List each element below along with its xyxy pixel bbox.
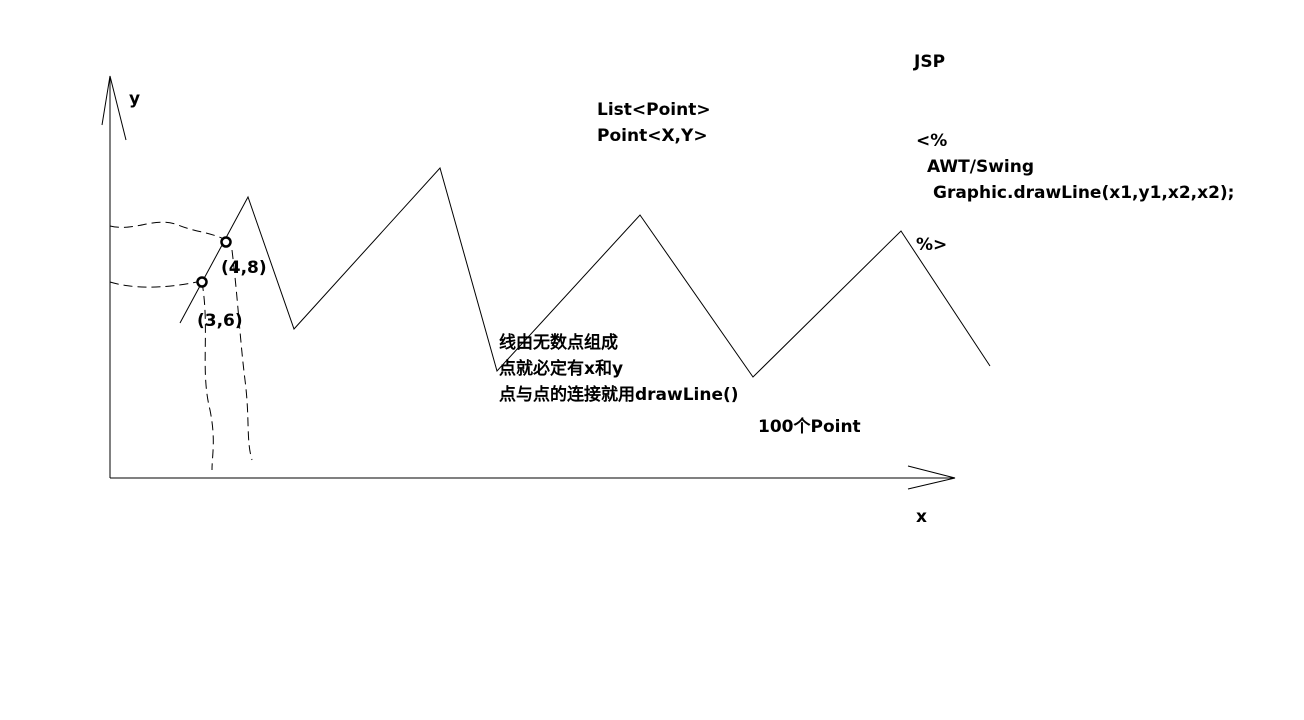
explanation-line-2: 点就必定有x和y (499, 359, 624, 379)
jsp-title: JSP (914, 52, 946, 72)
point-marker-3-6 (196, 276, 208, 288)
explanation-line-3: 点与点的连接就用drawLine() (499, 385, 739, 405)
projection-y-p1 (109, 280, 203, 288)
y-axis (101, 75, 127, 478)
awt-swing-note: AWT/Swing (927, 157, 1034, 177)
point-label-4-8: (4,8) (221, 258, 267, 278)
y-axis-label: y (129, 89, 141, 109)
point-count-note: 100个Point (758, 417, 861, 437)
jsp-close-tag: %> (916, 235, 948, 255)
x-axis-label: x (916, 507, 927, 527)
projection-x-p2 (231, 249, 253, 461)
point-marker-4-8 (220, 236, 232, 248)
point-label-3-6: (3,6) (197, 311, 243, 331)
zigzag-line (179, 166, 991, 378)
projection-y-p2 (109, 221, 227, 241)
list-point-note: List<Point> (597, 100, 711, 120)
projection-lines (109, 221, 253, 471)
point-markers (196, 236, 232, 288)
explanation-line-1: 线由无数点组成 (499, 333, 618, 353)
projection-x-p1 (201, 281, 214, 471)
point-xy-note: Point<X,Y> (597, 126, 708, 146)
draw-line-call: Graphic.drawLine(x1,y1,x2,x2); (933, 183, 1235, 203)
x-axis (110, 465, 956, 490)
jsp-open-tag: <% (916, 131, 948, 151)
